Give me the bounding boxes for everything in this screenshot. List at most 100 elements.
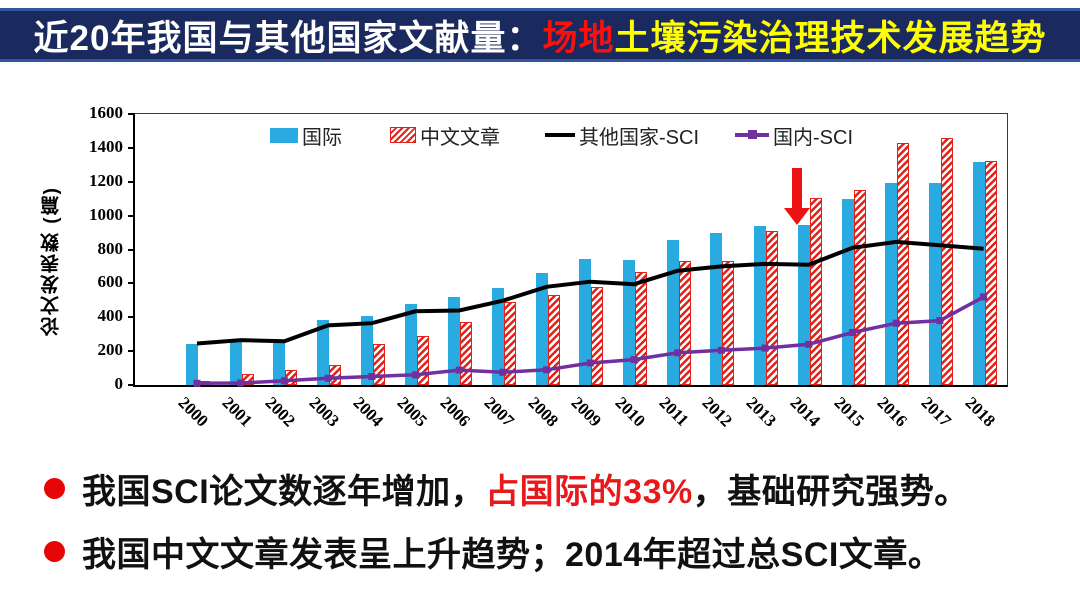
x-tick-label: 2008 [524, 393, 562, 431]
arrow-stem [792, 168, 802, 208]
legend-swatch-line-marker-icon [735, 130, 769, 140]
bullet-item-1: 我国SCI论文数逐年增加，占国际的33%，基础研究强势。 [44, 460, 969, 517]
legend-swatch-hatched-icon [390, 127, 416, 143]
bar-国际-2001 [229, 340, 242, 385]
legend-swatch-bar-icon [270, 127, 298, 143]
marker-国内-SCI-2014 [805, 340, 813, 348]
title-highlight-yellow: 土壤污染治理技术发展趋势 [614, 18, 1047, 58]
bar-国际-2005 [404, 303, 417, 385]
y-tick-mark [128, 113, 135, 115]
legend-item-其他国家-SCI: 其他国家-SCI [545, 124, 699, 149]
y-tick-mark [128, 350, 135, 353]
x-tick-label: 2017 [917, 393, 955, 431]
x-tick-label: 2015 [830, 393, 868, 431]
bar-国际-2017 [928, 183, 941, 385]
bar-中文文章-2018 [984, 160, 997, 385]
y-tick-label: 0 [114, 374, 124, 393]
line-国内-SCI [196, 295, 985, 386]
marker-国内-SCI-2002 [280, 377, 288, 385]
marker-国内-SCI-2013 [761, 344, 769, 352]
bullet-text-2: 我国中文文章发表呈上升趋势；2014年超过总SCI文章。 [82, 536, 943, 574]
bullet-dot [44, 541, 65, 562]
y-tick-label: 1600 [89, 103, 123, 122]
marker-国内-SCI-2010 [630, 356, 638, 364]
y-tick-mark [128, 384, 135, 386]
bullet-list: 我国SCI论文数逐年增加，占国际的33%，基础研究强势。 我国中文文章发表呈上升… [44, 460, 969, 586]
bullet-text-1: 我国SCI论文数逐年增加，占国际的33%，基础研究强势。 [82, 473, 969, 511]
legend-item-中文文章: 中文文章 [390, 124, 500, 149]
x-tick-label: 2006 [436, 393, 475, 431]
x-tick-label: 2005 [393, 393, 431, 431]
marker-国内-SCI-2015 [849, 328, 856, 336]
bullet-1-red-text: 占国际的33% [485, 473, 693, 511]
marker-国内-SCI-2012 [717, 346, 725, 354]
x-tick-label: 2002 [261, 393, 300, 431]
title-bar: 近20年我国与其他国家文献量： 场地 土壤污染治理技术发展趋势 [0, 8, 1080, 62]
marker-国内-SCI-2005 [412, 371, 419, 379]
title-text: 近20年我国与其他国家文献量： [33, 18, 543, 58]
arrow-head [784, 208, 810, 225]
marker-国内-SCI-2011 [674, 349, 682, 357]
x-tick-label: 2007 [480, 393, 518, 431]
bar-国际-2006 [448, 296, 461, 385]
marker-国内-SCI-2017 [936, 317, 944, 325]
bar-国际-2009 [579, 258, 592, 385]
y-tick-label: 1000 [89, 204, 123, 224]
bar-中文文章-2009 [591, 286, 604, 385]
marker-国内-SCI-2007 [499, 368, 507, 376]
bar-国际-2008 [535, 273, 548, 385]
bar-国际-2000 [186, 344, 198, 385]
bullet-item-2: 我国中文文章发表呈上升趋势；2014年超过总SCI文章。 [44, 523, 969, 580]
bar-国际-2018 [972, 162, 985, 385]
bar-中文文章-2008 [547, 295, 560, 385]
x-tick-label: 2016 [873, 393, 912, 431]
bar-国际-2010 [623, 259, 635, 385]
bar-国际-2015 [841, 198, 854, 385]
y-tick-mark [128, 316, 135, 319]
marker-国内-SCI-2006 [455, 366, 463, 374]
y-tick-label: 400 [97, 306, 124, 326]
x-tick-label: 2011 [655, 393, 693, 430]
x-tick-label: 2013 [742, 393, 781, 431]
x-tick-label: 2004 [349, 393, 387, 431]
bar-国际-2003 [317, 319, 330, 385]
y-tick-label: 800 [97, 238, 124, 258]
legend-label: 国际 [302, 126, 342, 149]
x-tick-label: 2009 [567, 393, 606, 431]
y-tick-label: 200 [97, 340, 124, 360]
bar-中文文章-2014 [809, 197, 822, 385]
line-其他国家-SCI [196, 239, 984, 346]
y-tick-mark [128, 214, 135, 217]
y-tick-label: 1400 [89, 136, 123, 156]
line-layer [193, 239, 988, 387]
y-tick-mark [128, 282, 135, 285]
bullet-dot [44, 478, 65, 499]
bar-国际-2002 [273, 341, 286, 385]
marker-国内-SCI-2001 [237, 379, 245, 387]
marker-国内-SCI-2004 [368, 373, 376, 381]
highlight-down-arrow-2014 [784, 168, 810, 225]
marker-国内-SCI-2016 [892, 319, 900, 327]
marker-国内-SCI-2003 [324, 374, 332, 382]
y-tick-mark [128, 146, 135, 149]
bar-国际-2007 [491, 287, 504, 385]
x-tick-label: 2018 [961, 393, 999, 431]
marker-国内-SCI-2009 [586, 359, 594, 367]
bar-中文文章-2015 [853, 190, 866, 385]
x-tick-label: 2001 [218, 393, 256, 431]
plot-area: 国际 中文文章 其他国家-SCI 国内-SCI 0 200 400 600 800 1000 12… [89, 103, 1008, 430]
marker-国内-SCI-2008 [543, 366, 551, 374]
legend-item-国内-SCI: 国内-SCI [735, 124, 853, 149]
y-tick-label: 1200 [89, 170, 123, 190]
legend-item-国际: 国际 [270, 124, 342, 149]
y-tick-label: 600 [97, 272, 124, 292]
x-tick-label: 2000 [174, 393, 213, 431]
x-tick-label: 2010 [611, 393, 650, 431]
marker-国内-SCI-2000 [193, 379, 201, 387]
bar-国际-2004 [360, 315, 373, 385]
x-tick-label: 2014 [786, 393, 824, 431]
bar-国际-2011 [666, 240, 679, 385]
x-tick-label: 2003 [305, 393, 344, 431]
marker-国内-SCI-2018 [980, 293, 988, 301]
